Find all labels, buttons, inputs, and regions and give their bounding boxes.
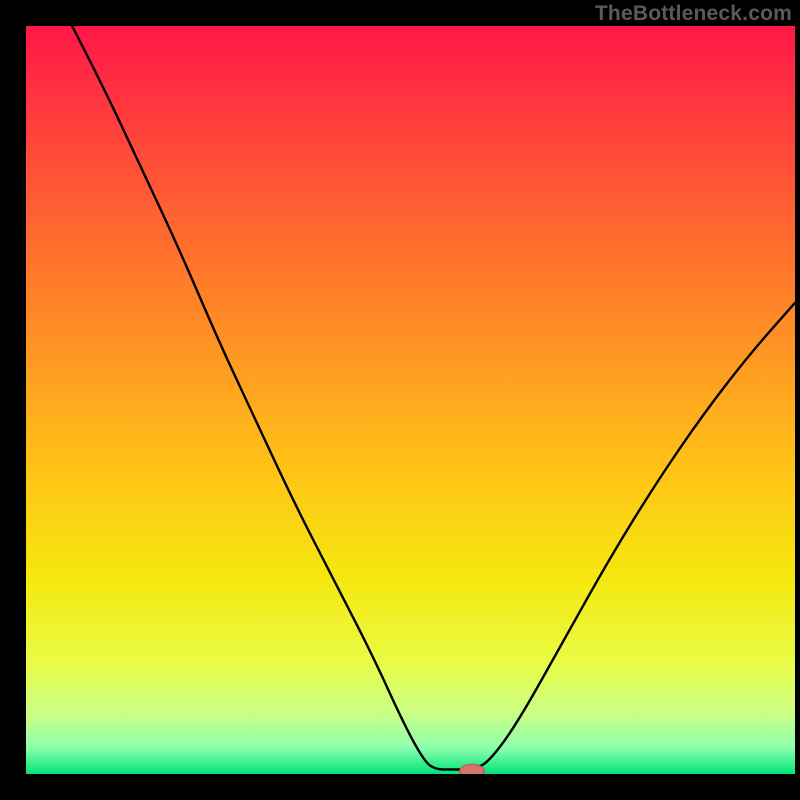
- plot-area: [26, 26, 795, 774]
- gradient-background: [26, 26, 795, 774]
- plot-svg: [26, 26, 795, 774]
- watermark-text: TheBottleneck.com: [595, 2, 792, 26]
- chart-frame: TheBottleneck.com: [0, 0, 800, 800]
- optimal-marker: [460, 764, 485, 774]
